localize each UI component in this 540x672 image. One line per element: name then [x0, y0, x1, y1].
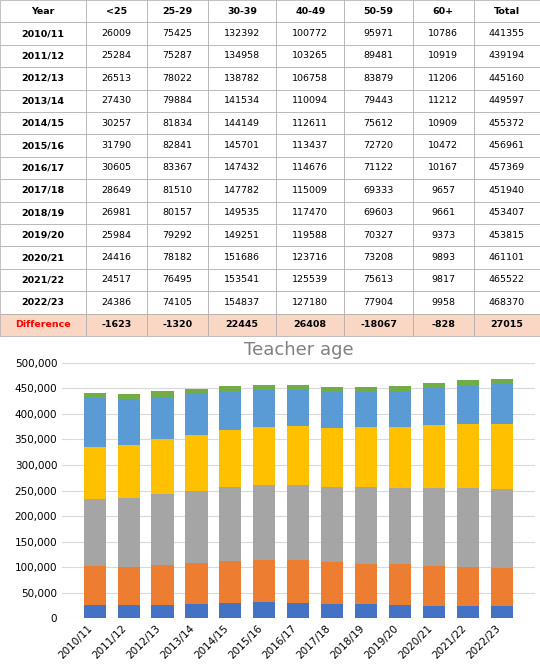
Bar [287, 603, 309, 618]
Bar [118, 394, 140, 400]
Bar [389, 605, 411, 618]
Bar [287, 384, 309, 390]
Bar [491, 384, 513, 424]
Bar [355, 564, 377, 604]
Bar [389, 386, 411, 391]
Bar [457, 566, 479, 605]
Bar [253, 427, 275, 485]
Bar [219, 487, 241, 561]
Bar [423, 425, 445, 489]
Bar [118, 446, 140, 498]
Bar [457, 424, 479, 489]
Bar [287, 390, 309, 426]
Bar [84, 499, 106, 566]
Bar [84, 605, 106, 618]
Bar [355, 386, 377, 392]
Bar [118, 605, 140, 618]
Bar [152, 494, 173, 565]
Bar [84, 398, 106, 448]
Bar [118, 567, 140, 605]
Bar [457, 605, 479, 618]
Bar [491, 605, 513, 618]
Bar [253, 560, 275, 602]
Bar [457, 380, 479, 386]
Bar [491, 379, 513, 384]
Bar [219, 561, 241, 603]
Bar [491, 568, 513, 605]
Bar [118, 498, 140, 567]
Bar [253, 390, 275, 427]
Bar [321, 603, 343, 618]
Bar [84, 566, 106, 605]
Bar [185, 491, 207, 563]
Bar [491, 489, 513, 568]
Bar [321, 487, 343, 562]
Bar [287, 426, 309, 485]
Bar [219, 603, 241, 618]
Bar [152, 396, 173, 439]
Bar [389, 427, 411, 489]
Bar [152, 439, 173, 494]
Bar [84, 448, 106, 499]
Bar [423, 383, 445, 388]
Bar [389, 564, 411, 605]
Bar [287, 560, 309, 603]
Title: Teacher age: Teacher age [244, 341, 353, 359]
Bar [287, 485, 309, 560]
Bar [219, 386, 241, 391]
Bar [253, 602, 275, 618]
Bar [389, 391, 411, 427]
Bar [355, 427, 377, 487]
Bar [423, 388, 445, 425]
Bar [185, 604, 207, 618]
Bar [389, 489, 411, 564]
Bar [253, 385, 275, 390]
Bar [185, 435, 207, 491]
Bar [253, 485, 275, 560]
Bar [321, 392, 343, 428]
Bar [219, 391, 241, 430]
Bar [457, 489, 479, 566]
Bar [219, 430, 241, 487]
Bar [491, 424, 513, 489]
Bar [321, 562, 343, 603]
Bar [355, 604, 377, 618]
Bar [423, 566, 445, 605]
Bar [118, 400, 140, 446]
Bar [152, 605, 173, 618]
Bar [457, 386, 479, 424]
Bar [152, 565, 173, 605]
Bar [185, 563, 207, 604]
Bar [321, 388, 343, 392]
Bar [423, 605, 445, 618]
Bar [185, 388, 207, 394]
Bar [84, 393, 106, 398]
Bar [185, 394, 207, 435]
Bar [355, 487, 377, 564]
Bar [355, 392, 377, 427]
Bar [152, 391, 173, 396]
Bar [423, 489, 445, 566]
Bar [321, 428, 343, 487]
